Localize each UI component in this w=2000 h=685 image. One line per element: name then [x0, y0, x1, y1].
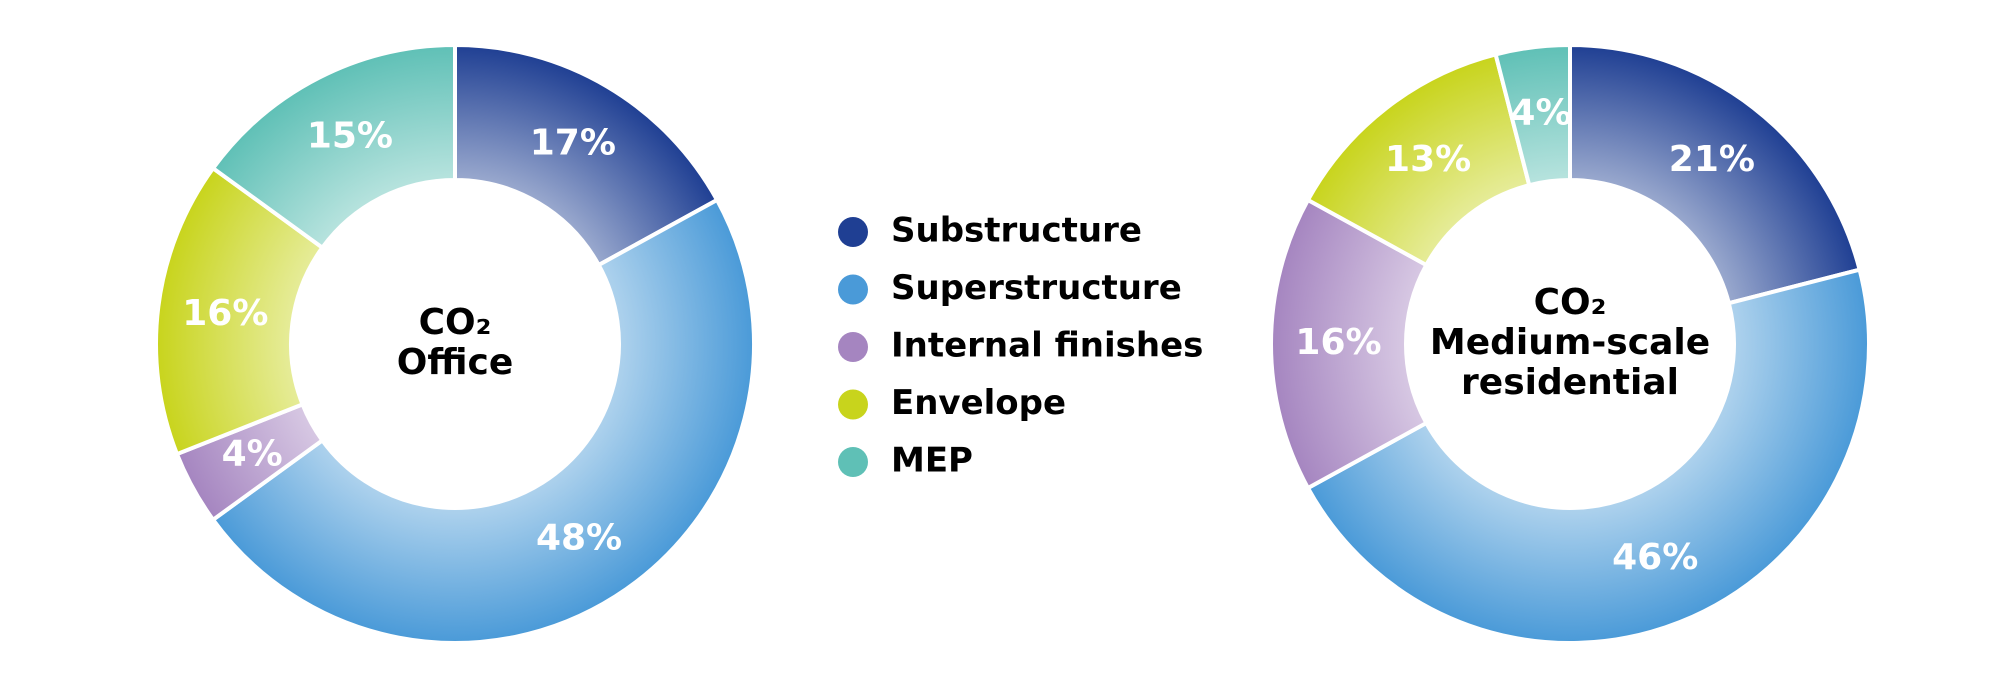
slice-label: 4% [222, 434, 283, 475]
legend-label: Internal finishes [891, 326, 1203, 366]
chart-center-title: residential [1461, 362, 1679, 403]
donut-slice [1269, 197, 1430, 491]
chart-center-title: Office [397, 342, 514, 383]
legend-label: Envelope [891, 383, 1066, 423]
chart-center-title: Medium-scale [1430, 322, 1710, 363]
slice-label: 48% [536, 517, 622, 558]
donut-slice [210, 197, 756, 645]
slice-label: 13% [1385, 139, 1471, 180]
donut-slice [210, 42, 457, 251]
donut-slice [1493, 42, 1572, 188]
slice-label: 17% [530, 123, 616, 164]
legend-marker [838, 389, 868, 420]
slice-label: 15% [307, 116, 393, 157]
chart-center-title: CO₂ [1534, 282, 1607, 323]
donut-slice [1568, 42, 1863, 306]
donut-slice [453, 42, 720, 268]
chart-center-title: CO₂ [419, 302, 492, 343]
legend-label: Superstructure [891, 268, 1182, 308]
legend-label: MEP [891, 441, 973, 481]
legend-marker [838, 274, 868, 305]
slice-label: 16% [182, 293, 268, 334]
legend-label: Substructure [891, 211, 1142, 251]
legend-marker [838, 332, 868, 362]
slice-label: 16% [1295, 322, 1381, 363]
legend-marker [838, 447, 868, 477]
slice-label: 46% [1612, 537, 1698, 578]
donut-slice [154, 165, 326, 457]
legend-marker [838, 217, 868, 247]
donut-slice [1305, 267, 1871, 646]
slice-label: 4% [1510, 92, 1571, 133]
slice-label: 21% [1669, 139, 1755, 180]
